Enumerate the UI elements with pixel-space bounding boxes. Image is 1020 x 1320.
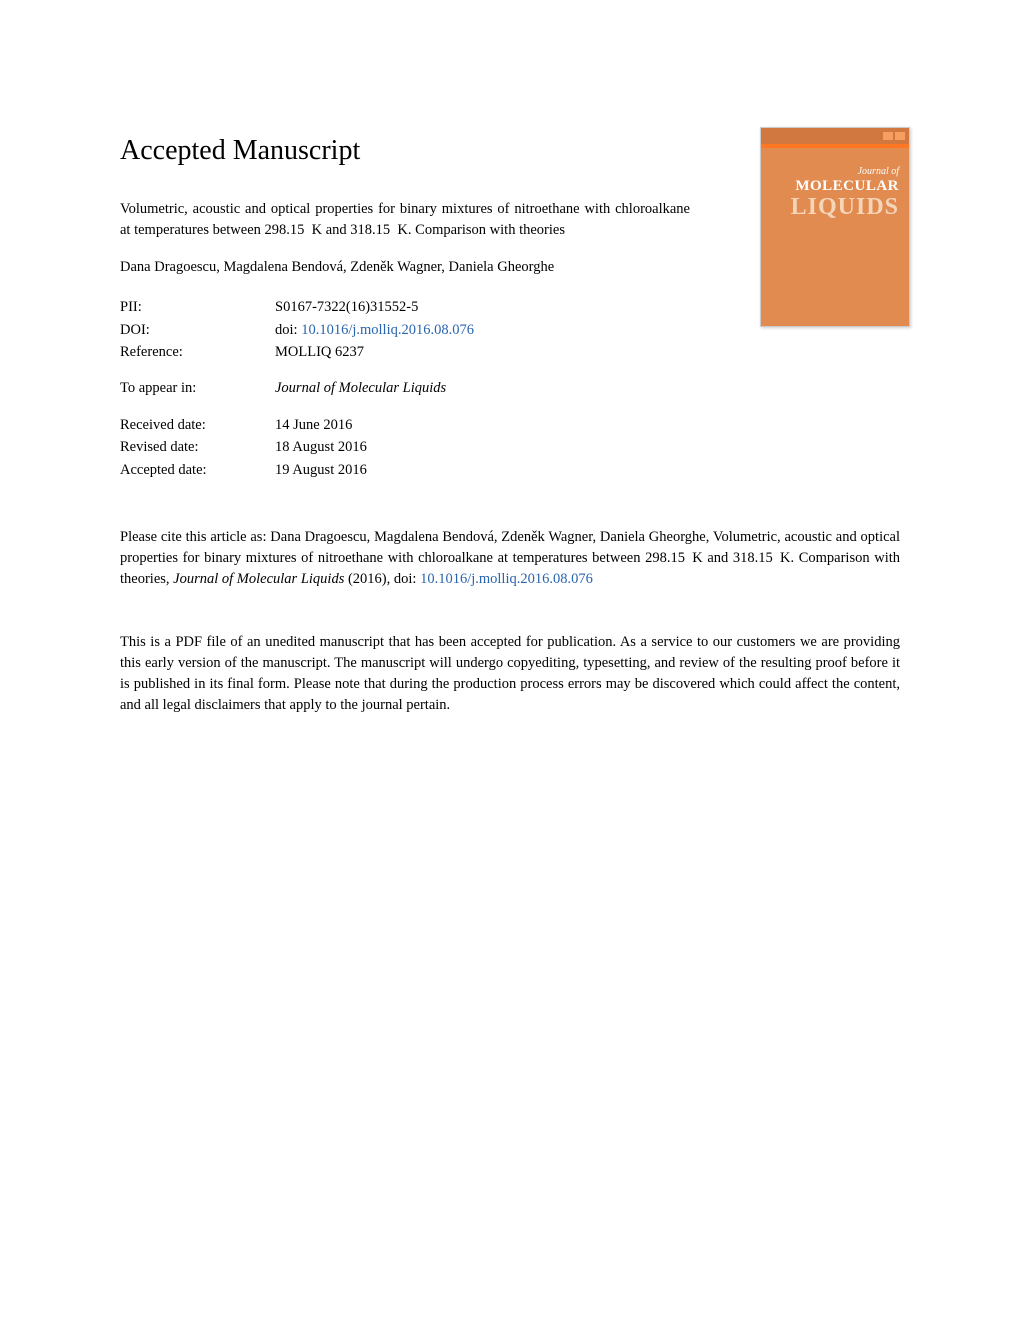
cover-marks xyxy=(883,132,905,140)
cover-molecular-text: MOLECULAR xyxy=(771,179,899,194)
metadata-table-appear: To appear in: Journal of Molecular Liqui… xyxy=(120,377,900,399)
article-title: Volumetric, acoustic and optical propert… xyxy=(120,199,690,241)
reference-label: Reference: xyxy=(120,341,275,363)
cover-mark xyxy=(895,132,905,140)
citation-journal: Journal of Molecular Liquids xyxy=(173,571,344,587)
pii-value: S0167-7322(16)31552-5 xyxy=(275,296,418,318)
received-label: Received date: xyxy=(120,414,275,436)
doi-prefix: doi: xyxy=(275,322,301,338)
received-value: 14 June 2016 xyxy=(275,414,352,436)
doi-value: doi: 10.1016/j.molliq.2016.08.076 xyxy=(275,319,474,341)
appear-label: To appear in: xyxy=(120,377,275,399)
citation-doi-link[interactable]: 10.1016/j.molliq.2016.08.076 xyxy=(420,571,593,587)
cover-content: Journal of MOLECULAR LIQUIDS xyxy=(761,148,909,229)
appear-value: Journal of Molecular Liquids xyxy=(275,377,446,399)
pii-label: PII: xyxy=(120,296,275,318)
cover-journal-label: Journal of xyxy=(771,166,899,177)
metadata-row-reference: Reference: MOLLIQ 6237 xyxy=(120,341,900,363)
metadata-row-accepted: Accepted date: 19 August 2016 xyxy=(120,459,900,481)
revised-value: 18 August 2016 xyxy=(275,436,367,458)
metadata-row-received: Received date: 14 June 2016 xyxy=(120,414,900,436)
revised-label: Revised date: xyxy=(120,436,275,458)
reference-value: MOLLIQ 6237 xyxy=(275,341,364,363)
disclaimer-text: This is a PDF file of an unedited manusc… xyxy=(120,632,900,716)
cover-top-bar xyxy=(761,128,909,144)
article-authors: Dana Dragoescu, Magdalena Bendová, Zdeně… xyxy=(120,257,690,278)
citation-year: (2016), doi: xyxy=(344,571,420,587)
journal-cover-thumbnail: Journal of MOLECULAR LIQUIDS xyxy=(760,127,910,327)
accepted-value: 19 August 2016 xyxy=(275,459,367,481)
header-section: Accepted Manuscript Journal of MOLECULAR… xyxy=(120,135,900,167)
metadata-table-dates: Received date: 14 June 2016 Revised date… xyxy=(120,414,900,481)
metadata-row-revised: Revised date: 18 August 2016 xyxy=(120,436,900,458)
metadata-row-appear: To appear in: Journal of Molecular Liqui… xyxy=(120,377,900,399)
cover-liquids-text: LIQUIDS xyxy=(771,195,899,219)
citation-text: Please cite this article as: Dana Dragoe… xyxy=(120,527,900,590)
page-container: Accepted Manuscript Journal of MOLECULAR… xyxy=(120,135,900,716)
accepted-label: Accepted date: xyxy=(120,459,275,481)
doi-label: DOI: xyxy=(120,319,275,341)
cover-mark xyxy=(883,132,893,140)
doi-link[interactable]: 10.1016/j.molliq.2016.08.076 xyxy=(301,322,474,338)
